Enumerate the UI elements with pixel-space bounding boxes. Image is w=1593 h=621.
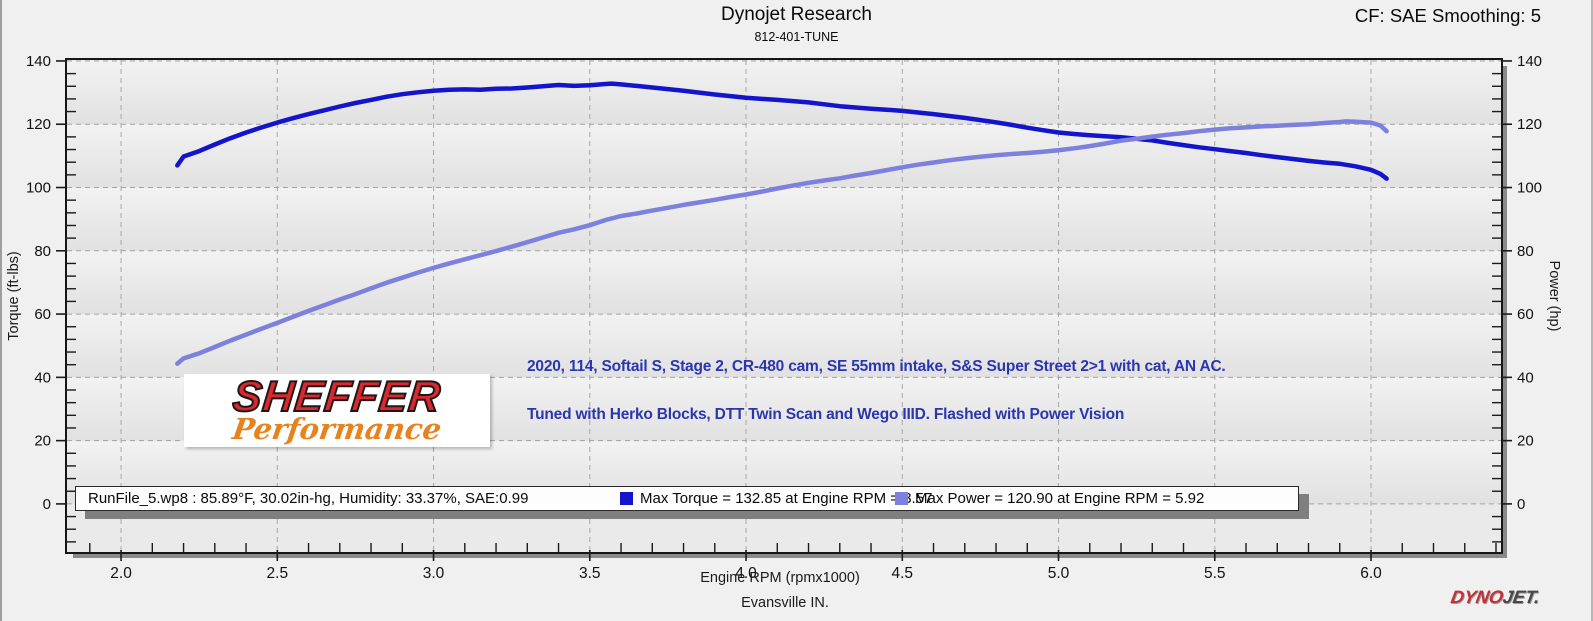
svg-text:40: 40 [34,369,51,386]
svg-text:0: 0 [1517,496,1525,513]
x-axis-title: Engine RPM (rpmx1000) [700,570,860,586]
svg-text:100: 100 [26,180,51,197]
svg-text:2.5: 2.5 [267,565,289,582]
torque-swatch-icon [620,492,633,505]
svg-text:120: 120 [26,116,51,133]
svg-text:5.0: 5.0 [1048,565,1070,582]
power-swatch-icon [895,492,908,505]
svg-text:0: 0 [43,496,51,513]
svg-text:3.5: 3.5 [579,565,601,582]
dyno-curves-chart: 0 0 20 20 40 40 60 60 80 80 100 100 120 120 140 140 2.0 2… [26,53,1542,582]
left-axis-title: Torque (ft-lbs) [6,251,22,341]
footer-location: Evansville IN. [741,595,829,611]
run-info-text: RunFile_5.wp8 : 85.89°F, 30.02in-hg, Hum… [88,490,529,507]
svg-text:60: 60 [34,306,51,323]
sheffer-performance-logo: SHEFFER Performance [184,374,490,447]
build-notes-line1: 2020, 114, Softail S, Stage 2, CR-480 ca… [527,358,1226,375]
run-legend-bar: RunFile_5.wp8 : 85.89°F, 30.02in-hg, Hum… [75,486,1299,511]
svg-text:3.0: 3.0 [423,565,445,582]
svg-text:80: 80 [34,243,51,260]
page-subtitle: 812-401-TUNE [754,30,839,44]
plot-area: 0 0 20 20 40 40 60 60 80 80 100 100 120 120 140 140 2.0 2… [26,53,1542,607]
svg-text:40: 40 [1517,369,1534,386]
svg-text:60: 60 [1517,306,1534,323]
svg-text:140: 140 [1517,53,1542,70]
max-power-text: Max Power = 120.90 at Engine RPM = 5.92 [915,490,1205,507]
svg-text:140: 140 [26,53,51,70]
svg-text:20: 20 [1517,433,1534,450]
sheffer-performance-text: Performance [230,412,444,446]
svg-text:2.0: 2.0 [110,565,132,582]
svg-text:20: 20 [34,433,51,450]
max-torque-text: Max Torque = 132.85 at Engine RPM = 3.57 [640,490,933,507]
svg-text:5.5: 5.5 [1204,565,1226,582]
svg-text:4.5: 4.5 [891,565,913,582]
svg-text:80: 80 [1517,243,1534,260]
svg-text:4.0: 4.0 [735,565,757,582]
page-title: Dynojet Research [720,4,873,25]
right-axis-title: Power (hp) [1546,260,1562,332]
build-notes-line2: Tuned with Herko Blocks, DTT Twin Scan a… [527,406,1125,423]
svg-text:100: 100 [1517,180,1542,197]
svg-text:120: 120 [1517,116,1542,133]
svg-text:6.0: 6.0 [1360,565,1382,582]
correction-factor-label: CF: SAE Smoothing: 5 [1354,5,1541,26]
